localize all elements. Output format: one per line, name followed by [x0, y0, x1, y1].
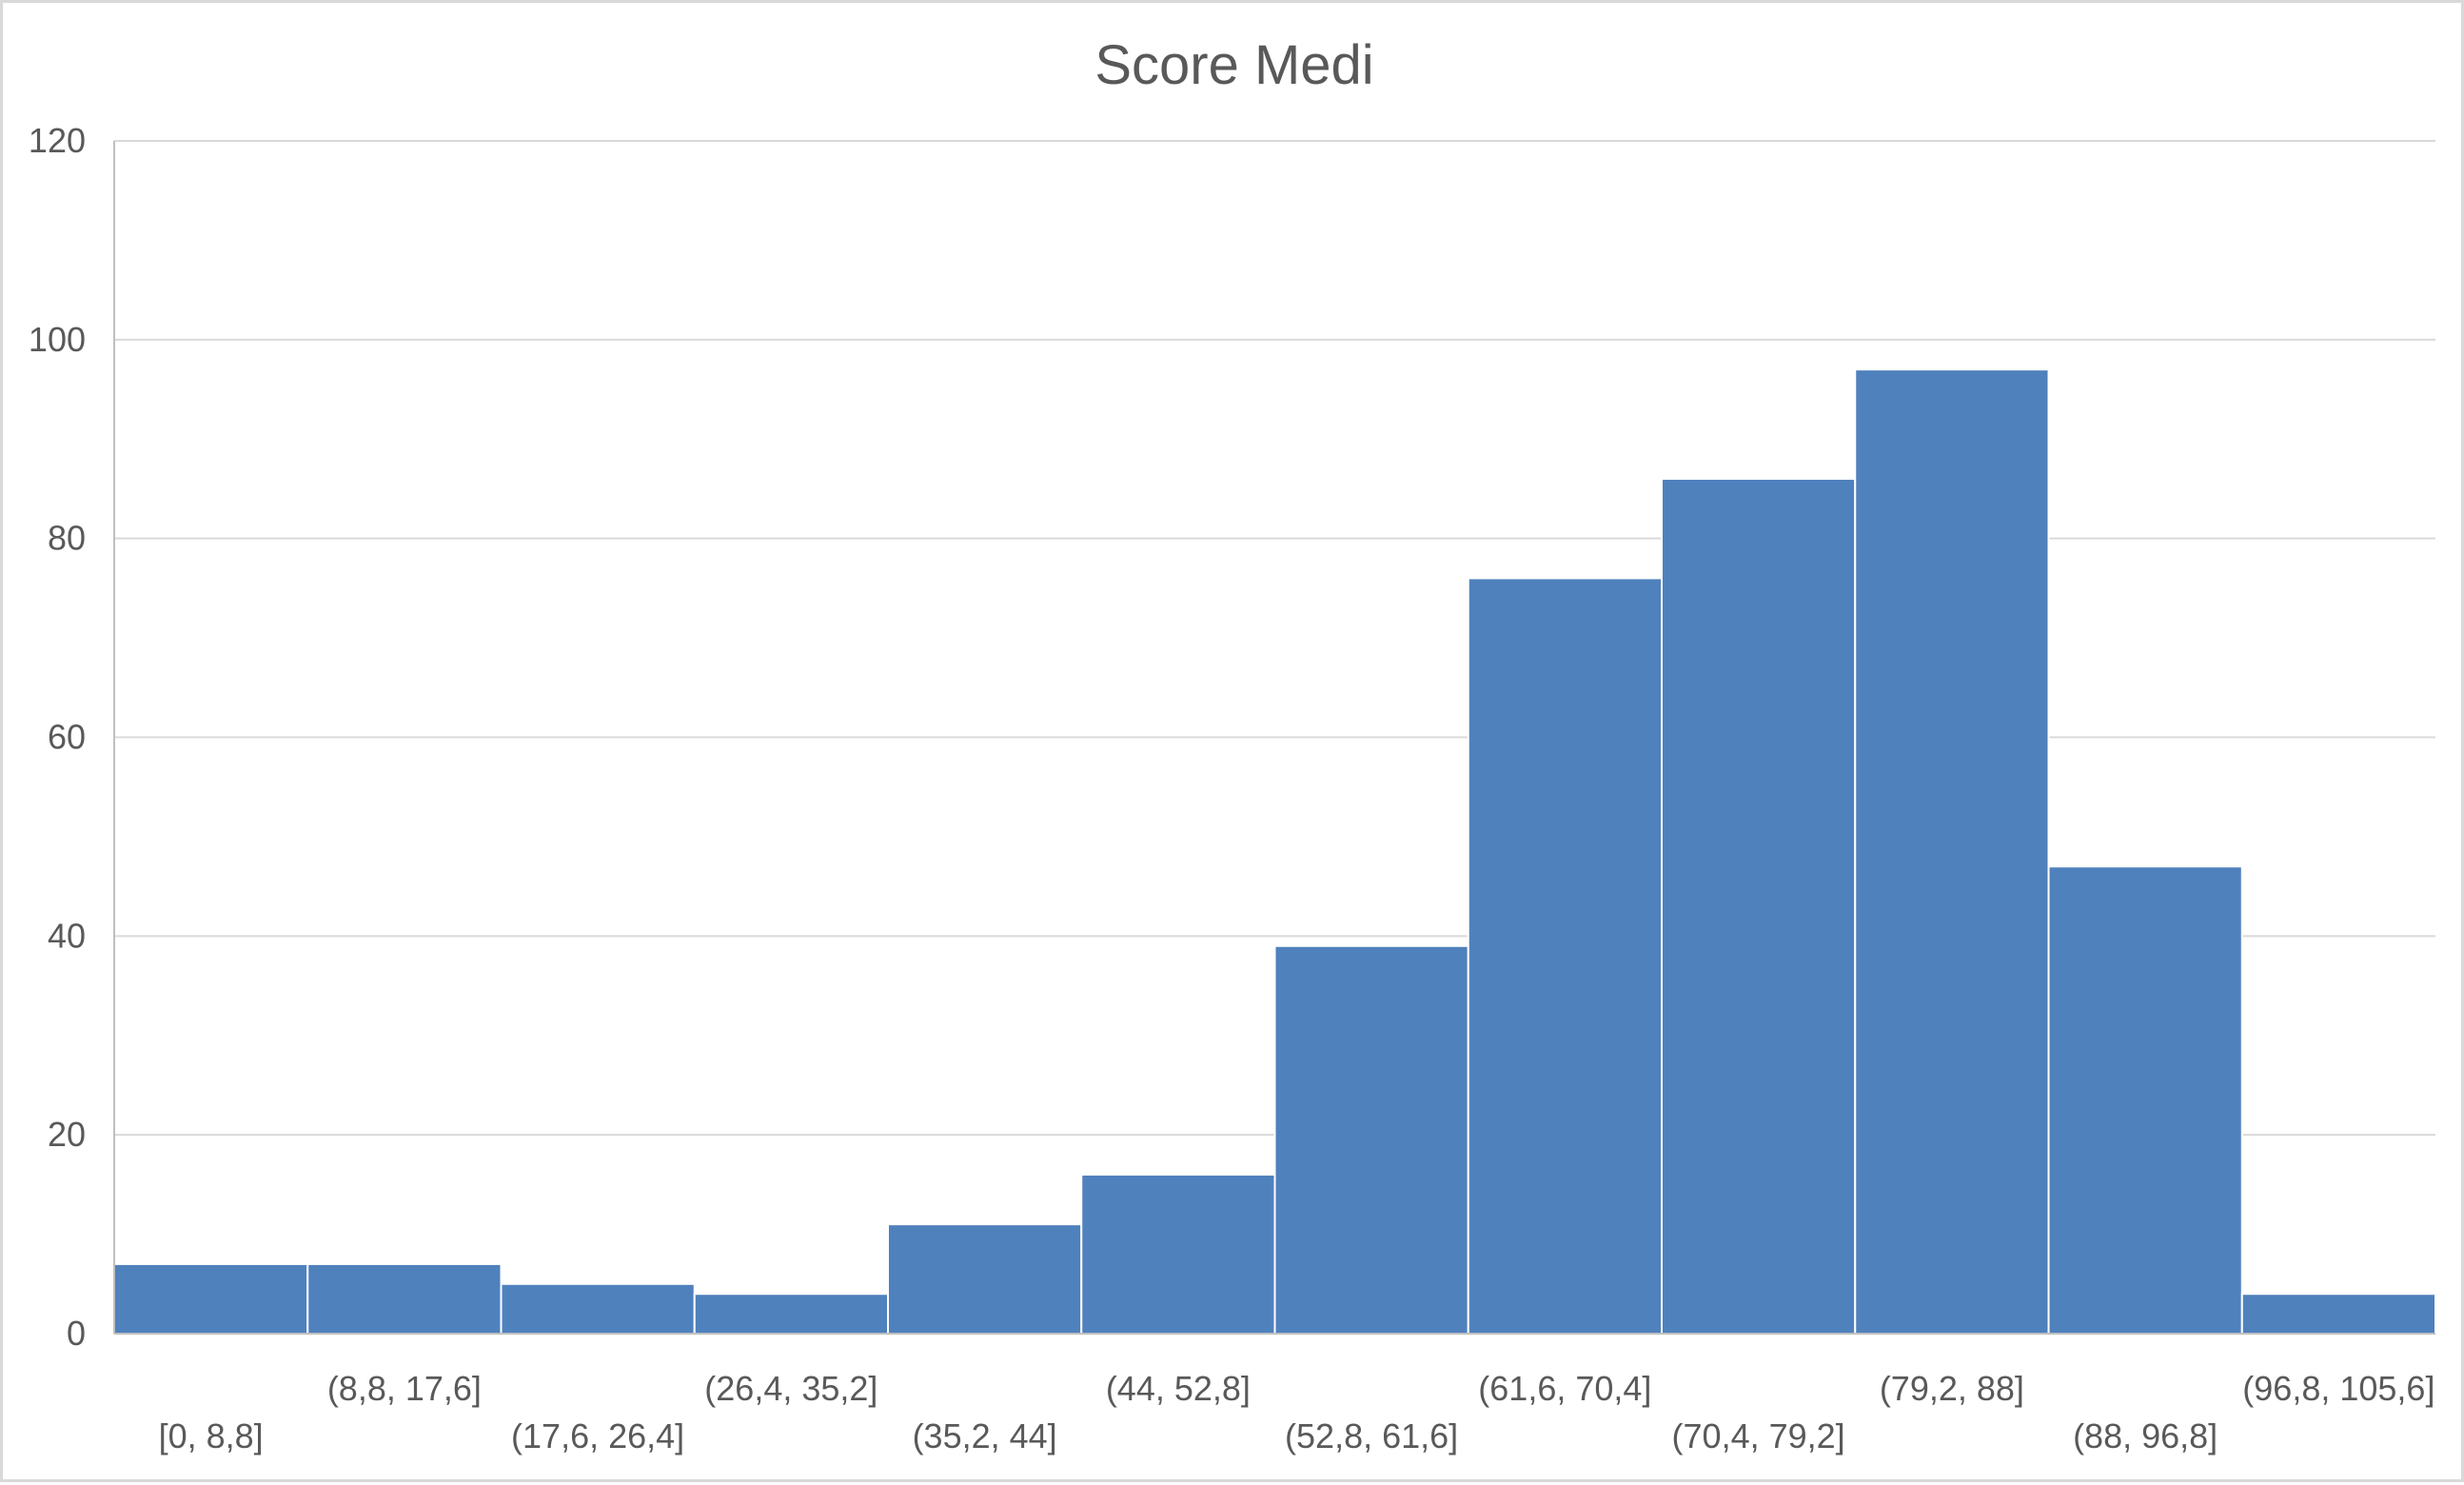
x-tick-label: (70,4, 79,2] [1672, 1416, 1845, 1455]
bar [2240, 1293, 2436, 1335]
y-axis-tick-labels: 0 20 40 60 80 100 120 [29, 121, 86, 1353]
bar [1854, 368, 2050, 1335]
y-tick-label: 40 [48, 916, 86, 955]
y-tick-label: 60 [48, 718, 86, 757]
x-tick-label: (17,6, 26,4] [511, 1416, 684, 1455]
x-tick-label: (35,2, 44] [913, 1416, 1057, 1455]
x-tick-label: (79,2, 88] [1880, 1369, 2024, 1408]
bar [887, 1223, 1083, 1336]
x-tick-label: (88, 96,8] [2073, 1416, 2218, 1455]
y-tick-label: 0 [67, 1314, 86, 1353]
x-tick-label: (61,6, 70,4] [1478, 1369, 1651, 1408]
bar [2047, 865, 2243, 1335]
bar [693, 1293, 889, 1335]
bar [113, 1262, 309, 1335]
bar [306, 1262, 503, 1335]
bars [113, 368, 2436, 1336]
bar [1273, 944, 1469, 1336]
histogram-chart: Score Medi 0 20 40 60 80 100 120 [0, 8,8] (8,8,… [29, 34, 2436, 1455]
x-tick-label: (96,8, 105,6] [2242, 1369, 2434, 1408]
bar [1080, 1173, 1276, 1336]
x-tick-label: [0, 8,8] [159, 1416, 264, 1455]
axes [113, 141, 2435, 1335]
x-tick-label: (44, 52,8] [1106, 1369, 1251, 1408]
y-tick-label: 20 [48, 1115, 86, 1154]
bar [1661, 478, 1857, 1335]
x-tick-label: (8,8, 17,6] [327, 1369, 482, 1408]
chart-title: Score Medi [1094, 34, 1373, 96]
x-tick-label: (52,8, 61,6] [1285, 1416, 1458, 1455]
y-tick-label: 120 [29, 121, 86, 160]
x-axis-tick-labels: [0, 8,8] (8,8, 17,6] (17,6, 26,4] (26,4, 35… [159, 1369, 2435, 1455]
y-tick-label: 80 [48, 519, 86, 558]
bar [1467, 577, 1663, 1335]
bar [500, 1282, 696, 1335]
x-tick-label: (26,4, 35,2] [704, 1369, 877, 1408]
y-tick-label: 100 [29, 320, 86, 359]
